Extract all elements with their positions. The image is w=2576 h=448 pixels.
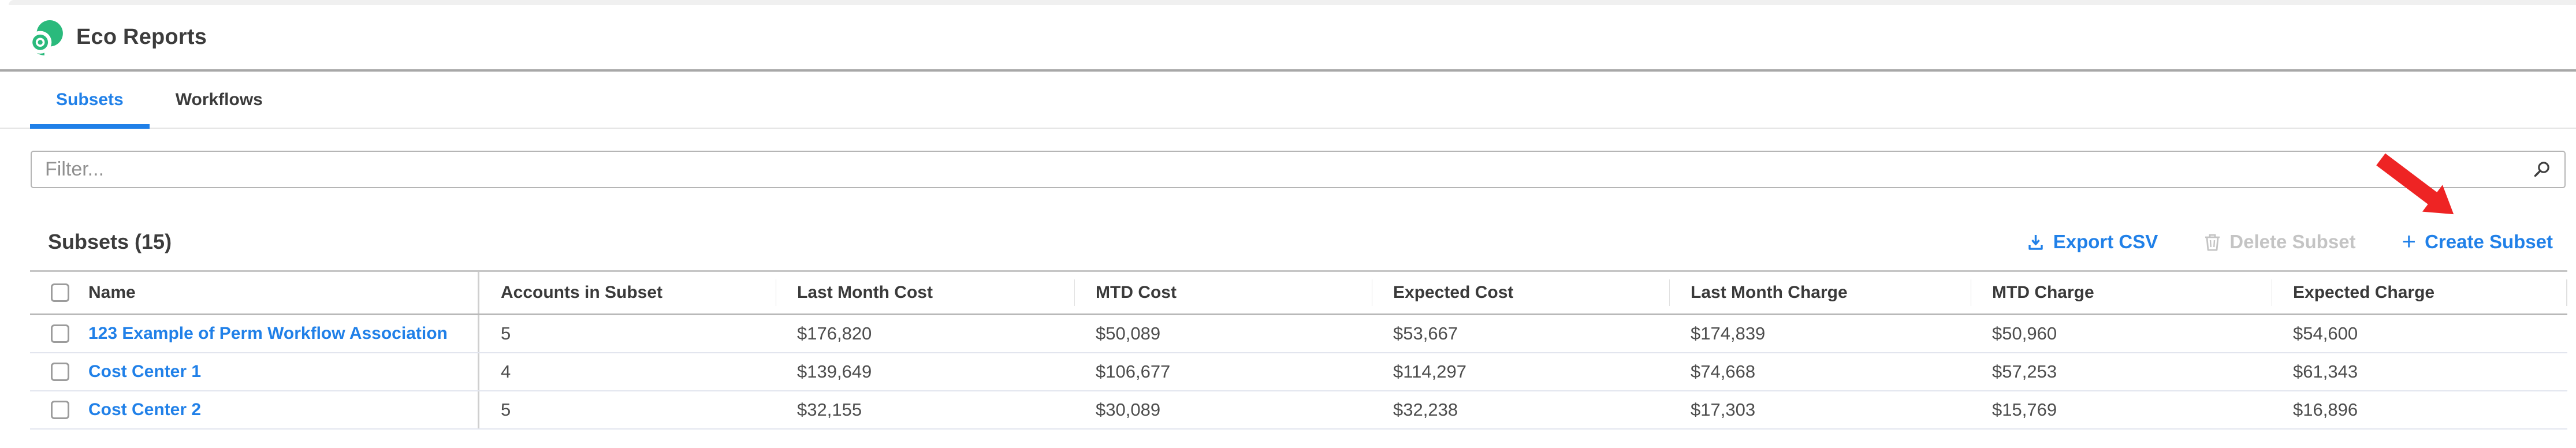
- export-csv-label: Export CSV: [2053, 231, 2158, 252]
- eco-logo-icon: [29, 20, 63, 55]
- search-icon: [2534, 162, 2549, 177]
- select-all-checkbox[interactable]: [51, 283, 69, 302]
- download-icon: [2028, 234, 2043, 250]
- table-header-row: Name Accounts in Subset Last Month Cost …: [30, 272, 2567, 315]
- subsets-table: Name Accounts in Subset Last Month Cost …: [30, 270, 2567, 430]
- subset-name-link[interactable]: Cost Center 2: [88, 400, 202, 419]
- tab-subsets[interactable]: Subsets: [30, 72, 150, 129]
- toolbar-actions: Export CSV Delete Subset + Create Subset: [2027, 227, 2553, 255]
- column-header-expected-cost: Expected Cost: [1372, 272, 1669, 313]
- row-checkbox[interactable]: [51, 401, 69, 419]
- cell-name: Cost Center 1: [30, 353, 479, 390]
- header-cell-name: Name: [30, 272, 479, 313]
- cell-mtd-cost: $106,677: [1096, 361, 1171, 382]
- export-csv-button[interactable]: Export CSV: [2027, 231, 2158, 253]
- create-subset-label: Create Subset: [2425, 231, 2553, 252]
- row-checkbox[interactable]: [51, 324, 69, 343]
- filter-bar: [31, 151, 2566, 188]
- column-header-last-month-cost: Last Month Cost: [776, 272, 1074, 313]
- table-row: Cost Center 2 5 $32,155 $30,089 $32,238 $17,3…: [30, 391, 2567, 430]
- tab-subsets-label: Subsets: [56, 89, 124, 109]
- column-header-expected-charge: Expected Charge: [2272, 272, 2567, 313]
- tab-workflows[interactable]: Workflows: [150, 72, 289, 128]
- subset-name-link[interactable]: 123 Example of Perm Workflow Association: [88, 324, 448, 343]
- cell-last-month-cost: $176,820: [797, 323, 872, 344]
- column-header-name: Name: [88, 283, 136, 302]
- cell-last-month-charge: $174,839: [1691, 323, 1766, 344]
- cell-expected-cost: $32,238: [1393, 400, 1458, 420]
- cell-accounts-in-subset: 4: [501, 361, 511, 382]
- cell-mtd-charge: $15,769: [1992, 400, 2057, 420]
- cell-mtd-cost: $50,089: [1096, 323, 1161, 344]
- cell-last-month-charge: $17,303: [1691, 400, 1756, 420]
- filter-input[interactable]: [31, 151, 2566, 188]
- table-row: 123 Example of Perm Workflow Association…: [30, 315, 2567, 353]
- table-body: 123 Example of Perm Workflow Association…: [30, 315, 2567, 430]
- cell-last-month-cost: $32,155: [797, 400, 862, 420]
- app-header: Eco Reports: [0, 5, 2576, 72]
- cell-expected-charge: $54,600: [2293, 323, 2358, 344]
- cell-name: Cost Center 2: [30, 391, 479, 428]
- cell-mtd-charge: $50,960: [1992, 323, 2057, 344]
- cell-mtd-cost: $30,089: [1096, 400, 1161, 420]
- plus-icon: +: [2402, 227, 2417, 255]
- list-toolbar: Subsets (15) Export CSV Delete Subset + …: [0, 227, 2576, 255]
- trash-icon: [2205, 234, 2220, 251]
- subset-name-link[interactable]: Cost Center 1: [88, 362, 202, 381]
- row-checkbox[interactable]: [51, 363, 69, 381]
- column-header-last-month-charge: Last Month Charge: [1669, 272, 1971, 313]
- cell-accounts-in-subset: 5: [501, 323, 511, 344]
- cell-expected-charge: $16,896: [2293, 400, 2358, 420]
- delete-subset-button[interactable]: Delete Subset: [2204, 231, 2356, 253]
- cell-accounts-in-subset: 5: [501, 400, 511, 420]
- create-subset-button[interactable]: + Create Subset: [2402, 227, 2553, 255]
- column-header-mtd-cost: MTD Cost: [1074, 272, 1372, 313]
- cell-expected-cost: $53,667: [1393, 323, 1458, 344]
- column-header-accounts-in-subset: Accounts in Subset: [501, 283, 663, 302]
- column-header-mtd-charge: MTD Charge: [1971, 272, 2272, 313]
- cell-last-month-cost: $139,649: [797, 361, 872, 382]
- page-title: Eco Reports: [76, 25, 207, 49]
- cell-last-month-charge: $74,668: [1691, 361, 1756, 382]
- cell-expected-charge: $61,343: [2293, 361, 2358, 382]
- cell-name: 123 Example of Perm Workflow Association: [30, 315, 479, 352]
- delete-subset-label: Delete Subset: [2229, 231, 2356, 252]
- cell-expected-cost: $114,297: [1393, 361, 1466, 382]
- cell-mtd-charge: $57,253: [1992, 361, 2057, 382]
- tab-bar: Subsets Workflows: [0, 72, 2576, 129]
- subsets-count-heading: Subsets (15): [48, 230, 172, 253]
- table-row: Cost Center 1 4 $139,649 $106,677 $114,297 $7…: [30, 353, 2567, 391]
- tab-workflows-label: Workflows: [175, 89, 263, 109]
- window-top-strip: [9, 0, 2576, 5]
